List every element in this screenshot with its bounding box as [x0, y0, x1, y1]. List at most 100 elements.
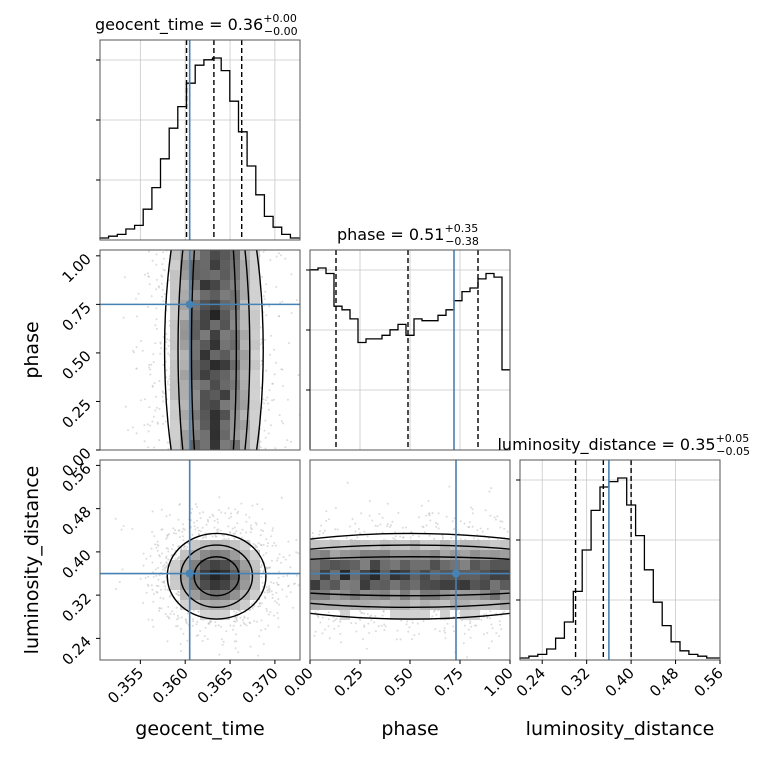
scatter-point: [195, 505, 198, 508]
scatter-point: [135, 346, 138, 349]
scatter-point: [345, 537, 348, 540]
scatter-point: [156, 543, 159, 546]
scatter-point: [147, 584, 150, 587]
scatter-point: [186, 612, 189, 615]
scatter-point: [317, 616, 320, 619]
truth-marker-geocent_time-luminosity_distance: [185, 569, 194, 578]
scatter-point: [164, 588, 167, 591]
scatter-point: [162, 581, 165, 584]
density-cell: [430, 560, 440, 570]
scatter-point: [411, 621, 414, 624]
scatter-point: [411, 638, 413, 641]
scatter-point: [493, 516, 496, 519]
scatter-point: [287, 540, 290, 543]
density-cell: [240, 280, 250, 290]
scatter-point: [435, 525, 438, 528]
scatter-point: [418, 632, 421, 635]
scatter-point: [152, 576, 155, 578]
scatter-point: [277, 617, 280, 620]
density-cell: [430, 550, 440, 560]
histogram-luminosity_distance: [519, 477, 720, 659]
scatter-point: [489, 617, 491, 620]
scatter-point: [142, 552, 145, 555]
density-cell: [390, 570, 400, 580]
scatter-point: [432, 610, 435, 613]
scatter-point: [237, 651, 240, 654]
scatter-point: [221, 643, 224, 646]
density-cell: [340, 600, 350, 610]
scatter-point: [160, 347, 162, 350]
scatter-point: [499, 526, 502, 529]
scatter-point: [147, 446, 150, 449]
density-cell: [320, 560, 330, 570]
density-cell: [200, 330, 210, 340]
density-cell: [200, 350, 210, 360]
density-cell: [190, 430, 200, 440]
density-cell: [200, 400, 210, 410]
scatter-point: [321, 616, 324, 619]
density-cell: [420, 560, 430, 570]
scatter-point: [146, 272, 149, 275]
scatter-point: [178, 594, 181, 597]
scatter-point: [322, 532, 325, 534]
scatter-point: [297, 374, 300, 376]
scatter-point: [177, 600, 180, 603]
scatter-point: [155, 307, 158, 310]
scatter-point: [151, 384, 154, 387]
scatter-point: [356, 536, 359, 539]
density-cell: [180, 410, 190, 420]
scatter-point: [182, 527, 185, 530]
scatter-point: [270, 559, 273, 562]
scatter-point: [327, 625, 330, 628]
histogram-phase: [309, 267, 510, 449]
scatter-point: [383, 623, 386, 626]
scatter-point: [182, 523, 184, 526]
scatter-point: [406, 620, 409, 623]
scatter-point: [151, 530, 154, 533]
scatter-point: [325, 510, 328, 513]
density-cell: [180, 590, 190, 600]
scatter-point: [252, 542, 255, 545]
density-cell: [240, 410, 250, 420]
scatter-point: [167, 558, 170, 561]
scatter-point: [434, 628, 437, 631]
scatter-point: [143, 273, 146, 276]
scatter-point: [150, 295, 153, 298]
scatter-point: [211, 535, 214, 538]
density-cell: [200, 270, 210, 280]
density-cell: [230, 370, 240, 380]
scatter-point: [135, 315, 138, 318]
density-cell: [190, 260, 200, 270]
density-cell: [210, 360, 220, 370]
scatter-point: [231, 527, 234, 530]
scatter-point: [152, 600, 155, 603]
scatter-point: [327, 518, 330, 521]
density-cell: [320, 570, 330, 580]
scatter-point: [158, 407, 161, 410]
density-cell: [220, 360, 230, 370]
density-cell: [480, 570, 490, 580]
scatter-point: [153, 592, 156, 595]
scatter-point: [484, 509, 487, 512]
xaxis-label-geocent-time: geocent_time: [135, 718, 264, 740]
scatter-point: [292, 606, 294, 609]
scatter-point: [260, 575, 263, 578]
density-cell: [230, 590, 240, 600]
scatter-point: [416, 622, 419, 625]
scatter-point: [161, 263, 164, 266]
density-cell: [210, 320, 220, 330]
density-cell: [200, 380, 210, 390]
scatter-point: [198, 529, 201, 532]
scatter-point: [206, 519, 209, 521]
density-cell: [220, 320, 230, 330]
scatter-point: [262, 643, 265, 646]
scatter-point: [245, 520, 248, 523]
scatter-point: [269, 353, 271, 356]
scatter-point: [195, 623, 198, 626]
scatter-point: [489, 514, 492, 517]
density-cell: [500, 550, 510, 560]
density-cell: [240, 270, 250, 280]
density-cell: [250, 420, 260, 430]
panel-frame-hist-geocent_time: [99, 39, 301, 241]
density-cell: [410, 600, 420, 610]
